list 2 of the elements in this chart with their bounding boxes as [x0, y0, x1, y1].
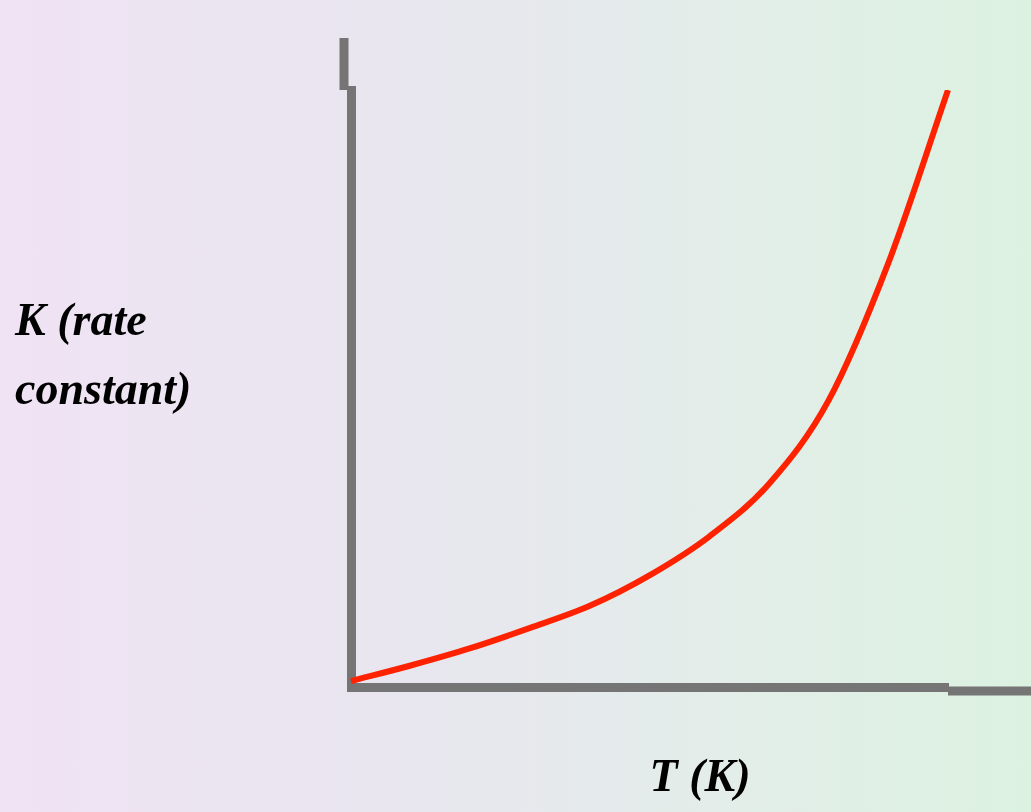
x-axis-title: T (K) — [648, 749, 752, 803]
y-axis-title: K (rate constant) — [15, 293, 193, 416]
